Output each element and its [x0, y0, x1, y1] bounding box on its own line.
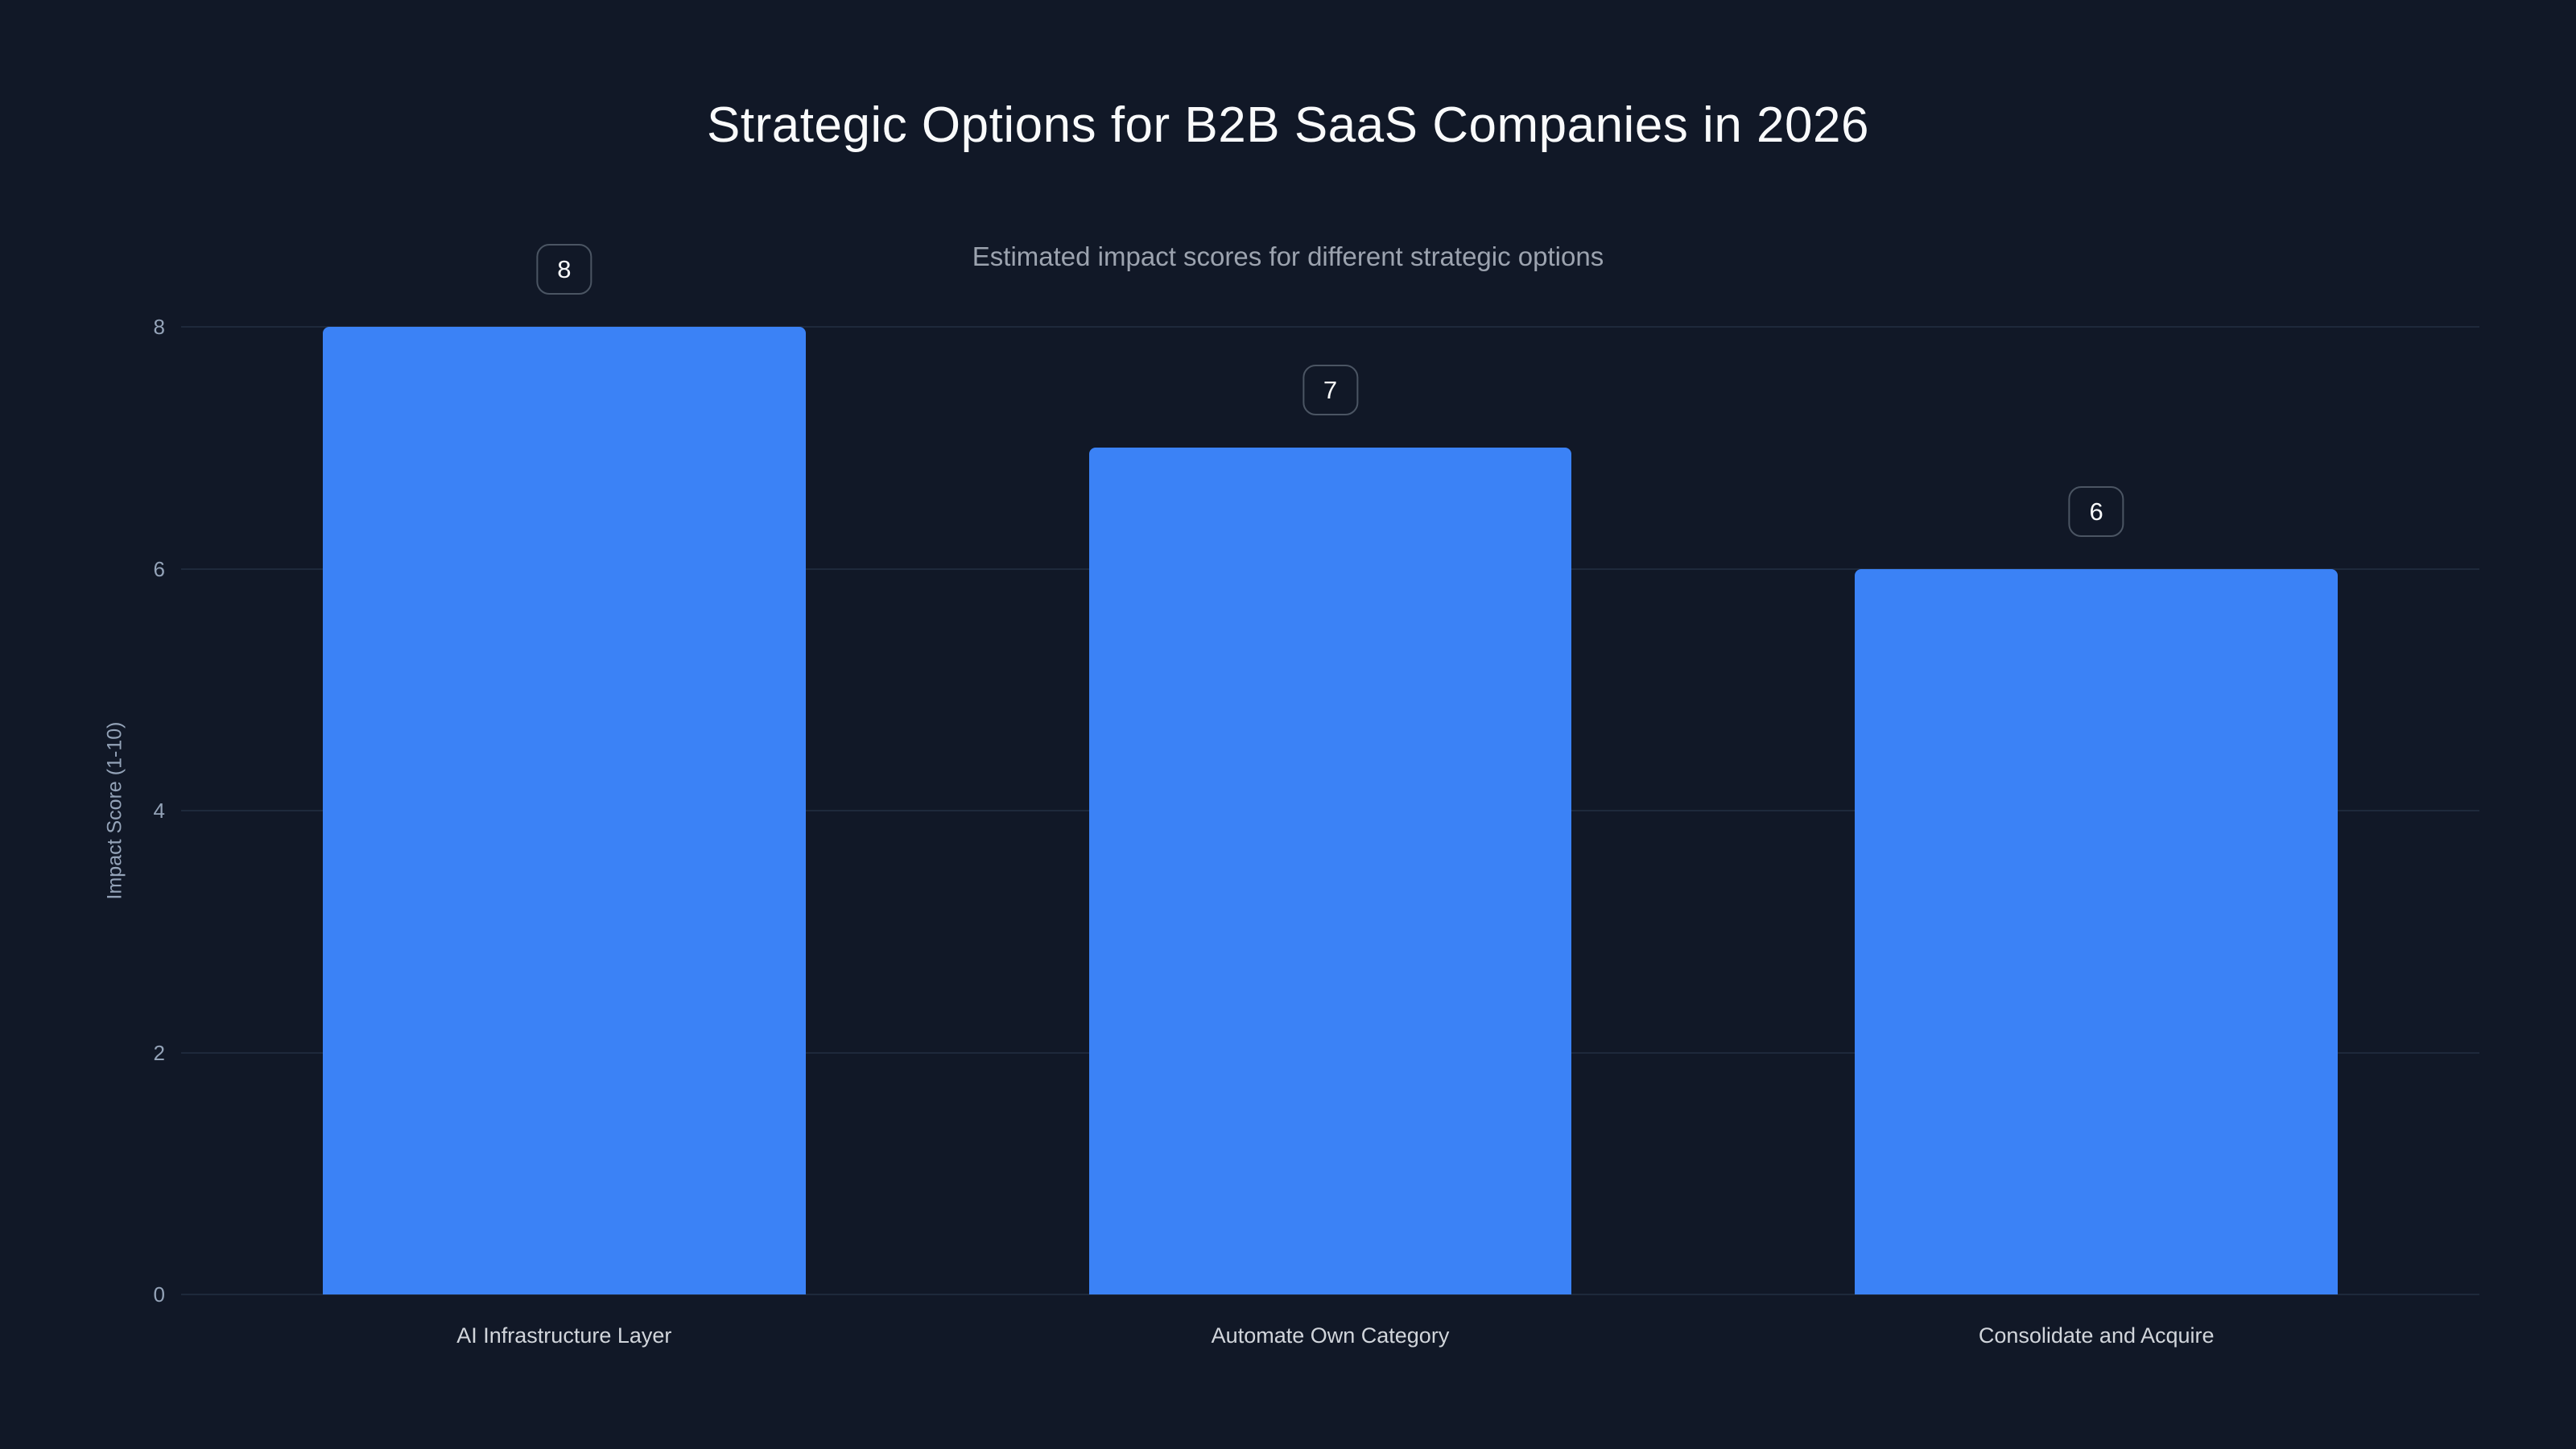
y-axis-label: Impact Score (1-10) — [103, 721, 126, 900]
chart-subtitle: Estimated impact scores for different st… — [972, 242, 1604, 271]
x-category-label: Automate Own Category — [1211, 1323, 1450, 1348]
bar-band: 8 AI Infrastructure Layer — [181, 244, 947, 1348]
value-label-badge: 7 — [1302, 365, 1359, 416]
x-category-label: Consolidate and Acquire — [1978, 1323, 2215, 1348]
value-label-badge: 6 — [2068, 485, 2124, 537]
gridline — [181, 326, 2479, 328]
bar — [1855, 568, 2338, 1294]
plot-area: 0 2 4 6 8 8 AI Infrastructure Layer 7 Automate O… — [154, 244, 2479, 1348]
bars-container: 8 AI Infrastructure Layer 7 Automate Own Ca… — [181, 244, 2479, 1348]
x-category-label: AI Infrastructure Layer — [456, 1323, 672, 1348]
gridline — [181, 1294, 2479, 1295]
bar — [323, 327, 806, 1294]
bar-band: 6 Consolidate and Acquire — [1713, 327, 2479, 1348]
bar-band: 7 Automate Own Category — [947, 327, 1714, 1348]
bar — [1088, 448, 1572, 1294]
chart-title: Strategic Options for B2B SaaS Companies… — [707, 97, 1869, 153]
value-label-badge: 8 — [536, 244, 592, 295]
